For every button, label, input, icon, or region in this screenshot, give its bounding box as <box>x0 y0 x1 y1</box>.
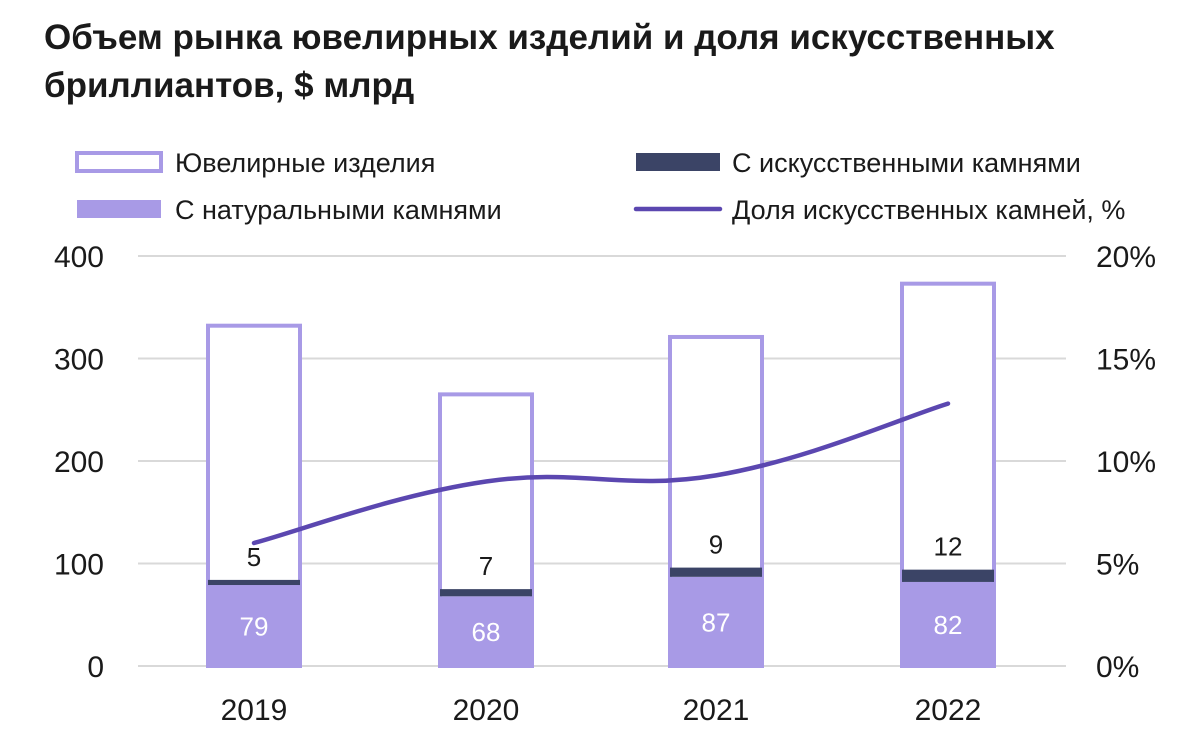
share-line-group <box>251 401 951 546</box>
bar-lab <box>440 589 532 597</box>
share-line <box>251 401 951 546</box>
left-tick-label: 300 <box>54 344 104 377</box>
chart-title-line1: Объем рынка ювелирных изделий и доля иск… <box>44 18 1055 57</box>
chart-title: Объем рынка ювелирных изделий и доля иск… <box>44 14 1164 110</box>
right-axis-ticks: 0% 5% 10% 15% 20% <box>1096 241 1156 684</box>
bar-natural <box>440 596 532 666</box>
bar-natural <box>670 576 762 666</box>
data-labels: 79 5 68 7 87 9 82 12 <box>240 530 963 648</box>
bar-lab <box>670 567 762 577</box>
legend: Ювелирные изделия С искусственными камня… <box>75 148 1125 225</box>
legend-swatch-natural <box>77 200 161 218</box>
bar-natural <box>208 585 300 666</box>
chart-title-line2: бриллиантов, $ млрд <box>44 66 415 105</box>
label-natural: 82 <box>934 610 963 640</box>
legend-swatch-lab <box>636 153 720 171</box>
left-tick-label: 100 <box>54 549 104 582</box>
legend-swatch-jewelry <box>75 151 163 173</box>
legend-label-share: Доля искусственных камней, % <box>732 195 1125 225</box>
bar-lab <box>208 579 300 586</box>
right-tick-label: 15% <box>1096 344 1156 377</box>
right-tick-label: 5% <box>1096 549 1139 582</box>
left-tick-label: 200 <box>54 446 104 479</box>
label-lab: 5 <box>247 542 261 572</box>
label-lab: 9 <box>709 530 723 560</box>
label-natural: 79 <box>240 612 269 642</box>
category-label: 2020 <box>453 694 520 727</box>
label-lab: 12 <box>934 532 963 562</box>
left-axis-ticks: 0 100 200 300 400 <box>54 241 104 684</box>
legend-label-lab: С искусственными камнями <box>732 148 1081 178</box>
category-label: 2019 <box>221 694 288 727</box>
label-natural: 68 <box>472 617 501 647</box>
bars <box>206 281 996 668</box>
bar-natural <box>902 581 994 666</box>
right-tick-label: 10% <box>1096 446 1156 479</box>
right-tick-label: 0% <box>1096 651 1139 684</box>
bar-lab <box>902 569 994 582</box>
right-tick-label: 20% <box>1096 241 1156 274</box>
category-label: 2021 <box>683 694 750 727</box>
label-lab: 7 <box>479 551 493 581</box>
left-tick-label: 400 <box>54 241 104 274</box>
category-labels: 2019 2020 2021 2022 <box>221 694 982 727</box>
label-natural: 87 <box>702 607 731 637</box>
legend-label-natural: С натуральными камнями <box>175 195 502 225</box>
left-tick-label: 0 <box>87 651 104 684</box>
legend-label-jewelry: Ювелирные изделия <box>175 148 435 178</box>
category-label: 2022 <box>915 694 982 727</box>
